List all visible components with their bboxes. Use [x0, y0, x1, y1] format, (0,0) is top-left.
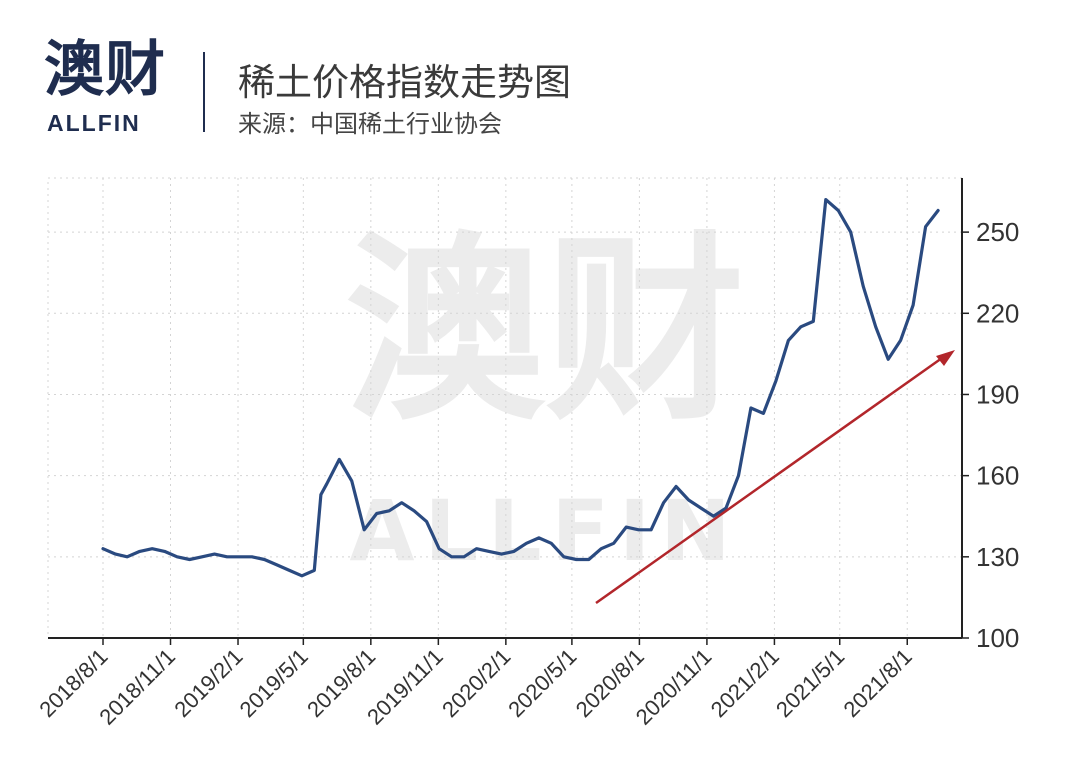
x-tick-label: 2019/5/1 [235, 644, 313, 722]
y-tick-label: 130 [976, 542, 1019, 572]
y-tick-label: 160 [976, 461, 1019, 491]
header-divider [203, 52, 205, 132]
x-tick-label: 2019/2/1 [169, 644, 247, 722]
y-tick-label: 190 [976, 379, 1019, 409]
trend-arrow-head [936, 350, 955, 366]
watermark-cn: 澳财 [345, 215, 745, 448]
trend-arrow-line [595, 356, 943, 605]
trend-arrow [595, 350, 955, 605]
x-tick-label: 2021/2/1 [706, 644, 784, 722]
x-tick-label: 2021/8/1 [839, 644, 917, 722]
plot-area [101, 198, 940, 578]
logo-english: ALLFIN [47, 110, 141, 136]
x-tick-label: 2020/5/1 [503, 644, 581, 722]
y-tick-label: 250 [976, 217, 1019, 247]
y-tick-label: 220 [976, 298, 1019, 328]
series-line [101, 198, 940, 578]
watermark: 澳财 ALLFIN [345, 215, 745, 580]
x-tick-label: 2021/5/1 [771, 644, 849, 722]
watermark-en: ALLFIN [350, 482, 741, 580]
chart-title: 稀土价格指数走势图 [238, 61, 571, 104]
x-tick-label: 2020/2/1 [437, 644, 515, 722]
chart-source: 来源：中国稀土行业协会 [238, 110, 502, 138]
y-tick-label: 100 [976, 623, 1019, 653]
logo-chinese: 澳财 [44, 35, 166, 105]
